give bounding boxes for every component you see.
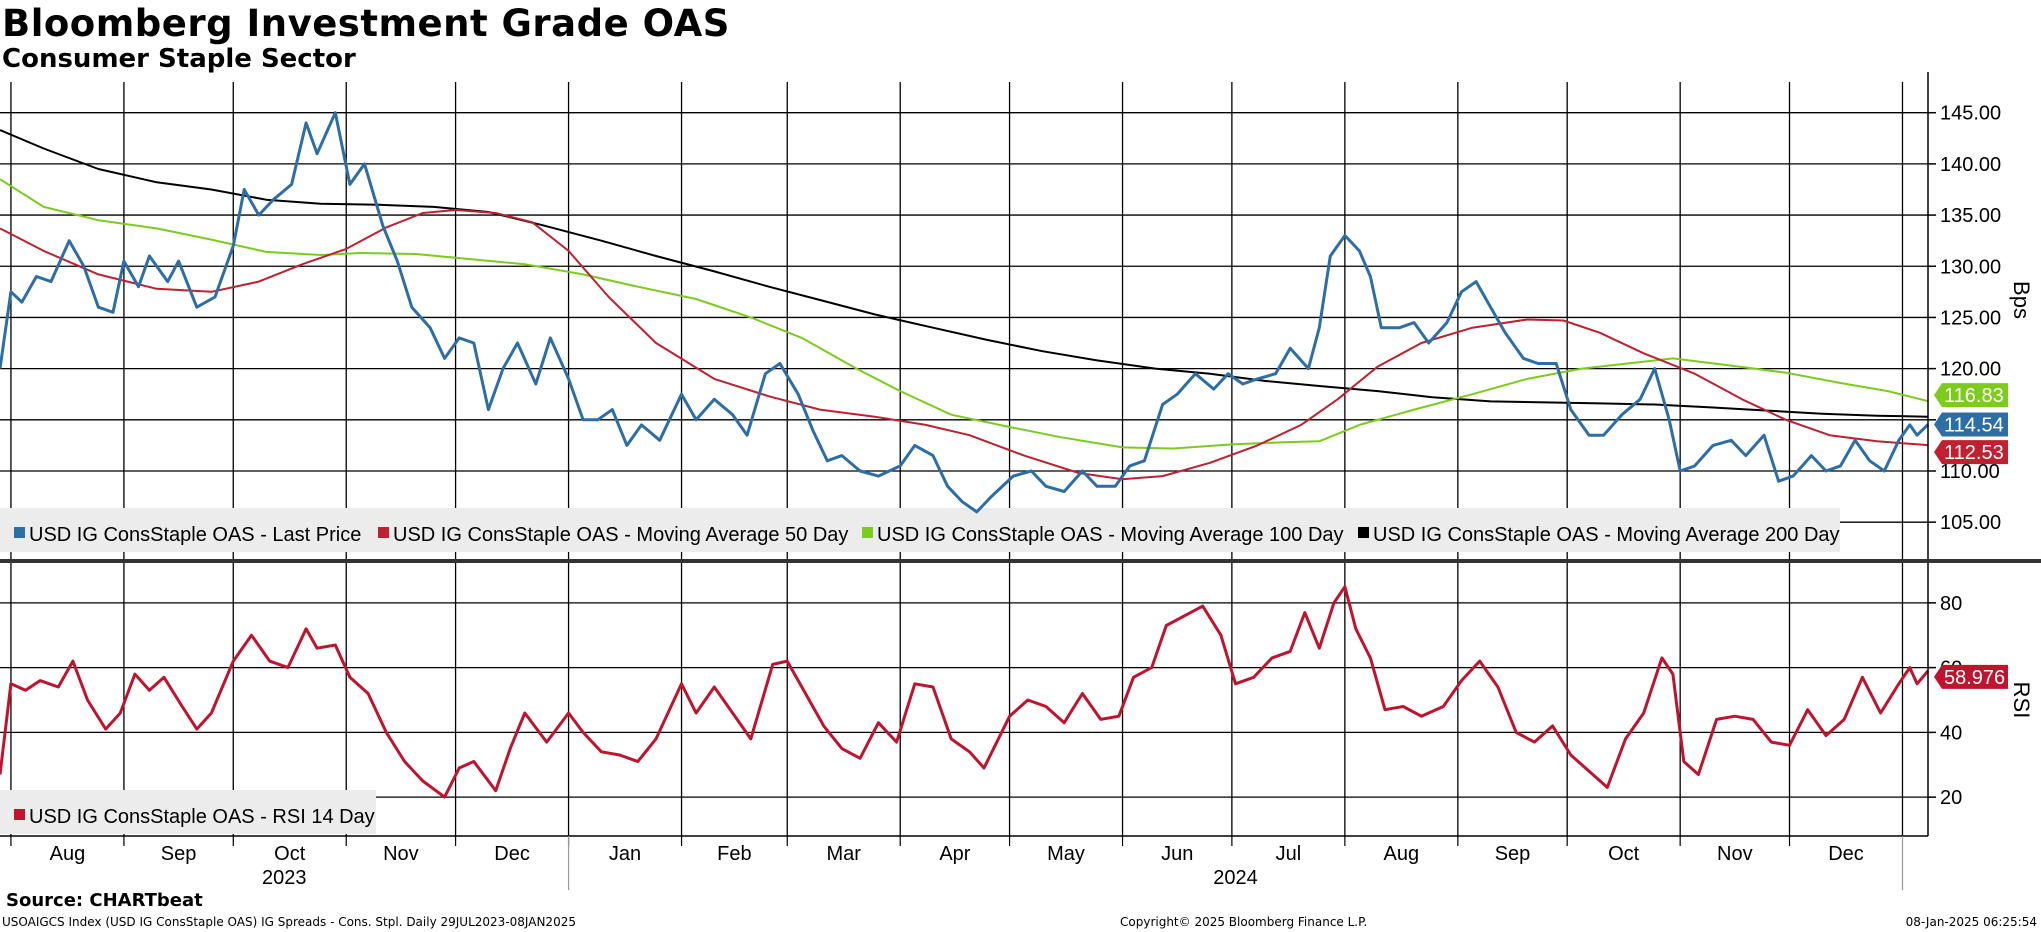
x-tick-label: May bbox=[1047, 843, 1085, 865]
y-tick-label: 140.00 bbox=[1940, 154, 2001, 176]
legend-ma-200-swatch bbox=[1358, 527, 1369, 538]
series-line-ma-100 bbox=[0, 178, 1929, 450]
last-value-ma-100-box bbox=[1934, 383, 2008, 408]
x-tick-label: Jan bbox=[609, 843, 641, 865]
last-value-last-price: 114.54 bbox=[1944, 415, 2004, 437]
last-value-ma-50: 112.53 bbox=[1944, 442, 2004, 464]
x-tick-label: Sep bbox=[161, 843, 197, 865]
legend-ma-50-swatch bbox=[378, 527, 389, 538]
series-line-ma-50 bbox=[0, 209, 1929, 481]
y-tick-label: 110.00 bbox=[1940, 461, 2000, 483]
legend-ma-50: USD IG ConsStaple OAS - Moving Average 5… bbox=[393, 524, 848, 546]
legend-box bbox=[0, 790, 376, 834]
y-tick-label: 105.00 bbox=[1940, 512, 2001, 534]
x-year-label: 2024 bbox=[1213, 867, 1258, 889]
chart-title: Bloomberg Investment Grade OAS bbox=[2, 2, 730, 45]
series-line-rsi bbox=[0, 585, 1930, 799]
series-line-ma-200 bbox=[0, 129, 1929, 418]
x-tick-label: Mar bbox=[827, 843, 862, 865]
timestamp: 08-Jan-2025 06:25:54 bbox=[1905, 915, 2037, 929]
last-value-ma-50-box bbox=[1934, 440, 2008, 465]
legend-ma-200: USD IG ConsStaple OAS - Moving Average 2… bbox=[1373, 524, 1840, 546]
chart-subtitle: Consumer Staple Sector bbox=[2, 44, 356, 74]
y-tick-label: 135.00 bbox=[1940, 205, 2001, 227]
last-value-ma-100: 116.83 bbox=[1944, 385, 2004, 407]
legend-rsi-swatch bbox=[14, 809, 25, 820]
x-tick-label: Jul bbox=[1276, 843, 1302, 865]
x-year-label: 2023 bbox=[262, 867, 307, 889]
legend-ma-100-swatch bbox=[862, 527, 873, 538]
x-tick-label: Aug bbox=[50, 843, 86, 865]
y-tick-label: 20 bbox=[1940, 787, 1962, 809]
legend-box bbox=[0, 508, 1840, 552]
x-tick-label: Nov bbox=[383, 843, 419, 865]
y-tick-label: 130.00 bbox=[1940, 256, 2001, 278]
x-tick-label: Nov bbox=[1717, 843, 1753, 865]
x-tick-label: Feb bbox=[717, 843, 751, 865]
index-info: USOAIGCS Index (USD IG ConsStaple OAS) I… bbox=[2, 915, 576, 929]
last-value-rsi-box bbox=[1934, 664, 2008, 689]
x-tick-label: Apr bbox=[939, 843, 970, 865]
x-tick-label: Dec bbox=[1828, 843, 1864, 865]
legend-rsi: USD IG ConsStaple OAS - RSI 14 Day bbox=[29, 806, 375, 828]
last-value-rsi: 58.976 bbox=[1944, 667, 2005, 689]
x-tick-label: Dec bbox=[494, 843, 530, 865]
y-tick-label: 120.00 bbox=[1940, 359, 2001, 381]
x-tick-label: Sep bbox=[1495, 843, 1531, 865]
y-tick-label: 80 bbox=[1940, 593, 1962, 615]
x-tick-label: Oct bbox=[1608, 843, 1640, 865]
x-tick-label: Jun bbox=[1161, 843, 1193, 865]
y-tick-label: 40 bbox=[1940, 722, 1962, 744]
y-axis-label: Bps bbox=[2009, 281, 2034, 319]
source-note: Source: CHARTbeat bbox=[6, 890, 203, 911]
y-axis-label: RSI bbox=[2009, 682, 2034, 719]
y-tick-label: 125.00 bbox=[1940, 307, 2001, 329]
legend-ma-100: USD IG ConsStaple OAS - Moving Average 1… bbox=[877, 524, 1344, 546]
legend-last-price-swatch bbox=[14, 527, 25, 538]
x-tick-label: Oct bbox=[274, 843, 306, 865]
y-tick-label: 145.00 bbox=[1940, 103, 2001, 125]
x-tick-label: Aug bbox=[1384, 843, 1420, 865]
copyright-note: Copyright© 2025 Bloomberg Finance L.P. bbox=[1120, 915, 1368, 929]
legend-last-price: USD IG ConsStaple OAS - Last Price bbox=[29, 524, 361, 546]
series-line-last-price bbox=[0, 111, 1930, 514]
last-value-last-price-box bbox=[1934, 412, 2008, 437]
